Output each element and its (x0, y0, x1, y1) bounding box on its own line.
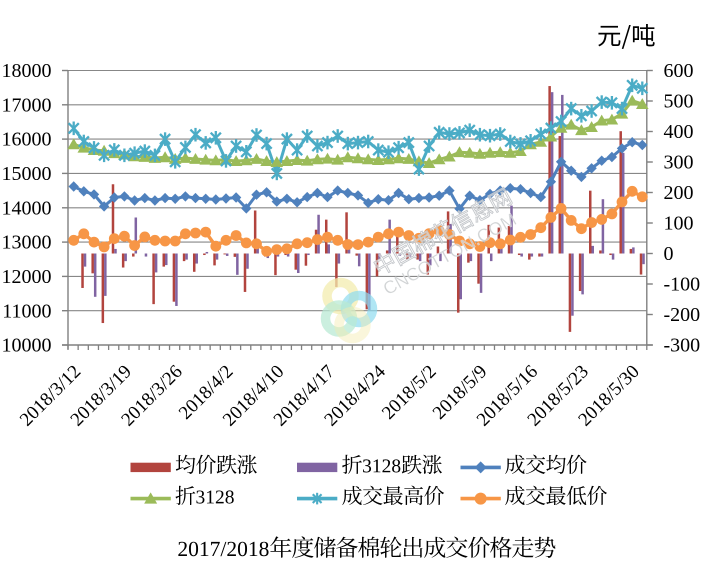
svg-text:300: 300 (664, 152, 694, 174)
svg-text:-200: -200 (664, 304, 701, 326)
svg-text:400: 400 (664, 121, 694, 143)
svg-text:200: 200 (664, 182, 694, 204)
svg-text:14000: 14000 (2, 197, 52, 219)
svg-text:500: 500 (664, 91, 694, 113)
svg-text:18000: 18000 (2, 60, 52, 82)
svg-text:11000: 11000 (2, 300, 51, 322)
svg-text:17000: 17000 (2, 94, 52, 116)
svg-text:100: 100 (664, 213, 694, 235)
svg-text:-100: -100 (664, 274, 701, 296)
svg-text:13000: 13000 (2, 232, 52, 254)
svg-text:10000: 10000 (2, 335, 52, 357)
svg-text:-300: -300 (664, 335, 701, 357)
svg-text:16000: 16000 (2, 129, 52, 151)
svg-text:600: 600 (664, 60, 694, 82)
svg-text:15000: 15000 (2, 163, 52, 185)
svg-text:12000: 12000 (2, 266, 52, 288)
svg-text:0: 0 (664, 243, 674, 265)
